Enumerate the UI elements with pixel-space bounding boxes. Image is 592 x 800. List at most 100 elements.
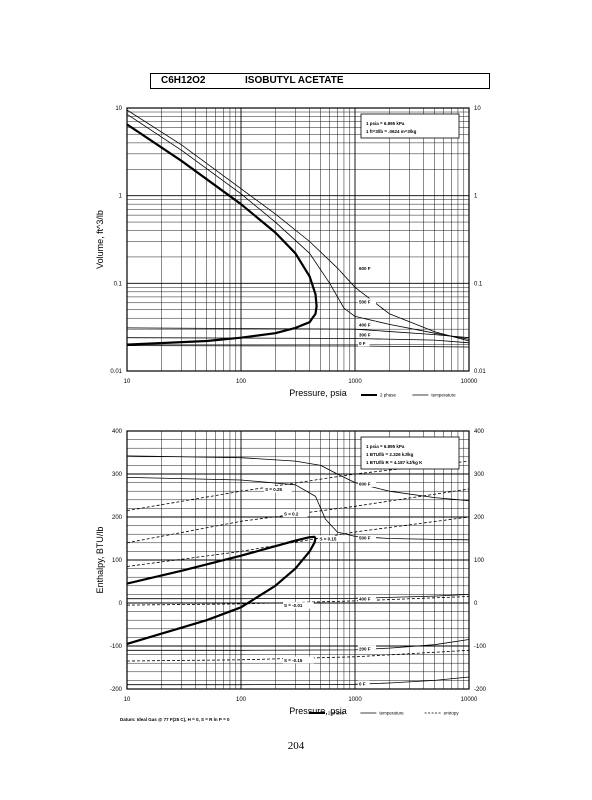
curve-label: 0 F: [359, 341, 366, 346]
series-400-f: [126, 327, 470, 339]
chart-2: 10 100 1000 10000 -200 -200 -100 -100 0 0 100 100 20…: [95, 429, 487, 716]
curve-label: S = -0.01: [284, 603, 303, 608]
y-tick-label: 200: [112, 515, 123, 521]
curve-label-bg: [358, 645, 376, 653]
conversion-text: 1 psia = 6.895 kPa: [366, 444, 405, 449]
curve-label-bg: [283, 510, 308, 518]
x-tick-label: 1000: [348, 697, 362, 703]
y-tick-label: -200: [110, 687, 123, 693]
series-0-f: [126, 345, 470, 348]
y-tick-label-right: 0.01: [474, 369, 486, 375]
x-tick-label: 10: [124, 379, 131, 385]
x-axis-label: Pressure, psia: [289, 388, 347, 398]
page-number: 204: [287, 740, 305, 752]
y-tick-label-right: 100: [474, 558, 485, 564]
grid: [127, 108, 469, 371]
curve-label: 600 F: [359, 266, 371, 271]
curve-label-bg: [358, 534, 376, 542]
x-tick-label: 100: [236, 697, 247, 703]
chemical-formula: C6H12O2: [161, 75, 206, 86]
y-tick-label: 300: [112, 472, 123, 478]
series-0-f: [127, 676, 470, 686]
compound-name: ISOBUTYL ACETATE: [245, 75, 344, 86]
series-200-f: [127, 639, 470, 651]
conversion-text: 1 BTU/lb R = 4.187 kJ/kg K: [366, 460, 423, 465]
curve-label: 200 F: [359, 647, 371, 652]
legend-label: 2 phase: [328, 711, 345, 716]
curve-label: 600 F: [359, 481, 371, 486]
y-tick-label: 0.1: [114, 281, 123, 287]
y-tick-label: 0.01: [110, 369, 122, 375]
curve-label-bg: [283, 602, 314, 609]
x-tick-label: 100: [236, 379, 247, 385]
series-s-0-15: [126, 516, 470, 567]
curve-label-bg: [358, 480, 376, 487]
x-tick-label: 1000: [348, 379, 362, 385]
curve-label-bg: [358, 595, 376, 603]
legend-label: 2 phase: [380, 393, 397, 398]
conversion-text: 1 psia = 6.895 kPa: [366, 121, 405, 126]
chart-1: 10 100 1000 10000 0.01 0.01 0.1 0.1 1 1 10 10 Pressu…: [95, 106, 486, 398]
curve-label: 400 F: [359, 322, 371, 327]
curve-label-bg: [358, 339, 370, 347]
curve-label-bg: [318, 535, 347, 542]
curve-label: 500 F: [359, 536, 371, 541]
curve-label-bg: [264, 486, 292, 493]
series-400-f: [127, 594, 470, 600]
curve-label: S = -0.15: [284, 658, 303, 663]
curve-label-bg: [358, 264, 376, 272]
conversion-box: [360, 436, 460, 470]
curve-label-bg: [283, 656, 314, 664]
curve-label: S = 0.25: [265, 487, 282, 492]
curve-label-bg: [358, 331, 376, 339]
legend-label: temperature: [379, 711, 404, 716]
series-2-phase: [126, 123, 318, 346]
y-tick-label: 10: [115, 106, 122, 112]
series-300-f: [126, 337, 470, 344]
conversion-box: [360, 113, 460, 139]
chart-title-box: C6H12O2 ISOBUTYL ACETATE: [150, 73, 490, 89]
conversion-text: 1 ft^3/lb = .0624 m^3/kg: [366, 129, 417, 134]
series-600-f: [126, 455, 470, 502]
curve-label-bg: [358, 298, 376, 306]
curve-label: 400 F: [359, 597, 371, 602]
y-tick-label-right: 300: [474, 472, 485, 478]
curve-label: S = 0.15: [319, 537, 336, 542]
series-600-f: [126, 109, 470, 342]
y-tick-label: 0: [119, 601, 123, 607]
legend-label: temperature: [431, 393, 456, 398]
y-tick-label-right: 400: [474, 429, 485, 435]
plot-frame: [126, 107, 470, 372]
series-500-f: [126, 477, 470, 541]
y-tick-label: 400: [112, 429, 123, 435]
y-axis-label: Enthalpy, BTU/lb: [95, 527, 105, 594]
curve-label: 500 F: [359, 300, 371, 305]
x-tick-label: 10000: [461, 379, 478, 385]
y-axis-label: Volume, ft^3/lb: [95, 210, 105, 269]
plot-frame: [126, 430, 470, 690]
y-tick-label-right: -200: [474, 687, 487, 693]
series-s-0-25: [126, 460, 470, 511]
legend-label: entropy: [444, 711, 460, 716]
conversion-text: 1 BTU/lb = 2.326 kJ/kg: [366, 452, 414, 457]
curve-label: S = 0.2: [284, 512, 299, 517]
y-tick-label-right: 1: [474, 194, 478, 200]
series-2-phase: [126, 535, 317, 645]
curve-label-bg: [358, 680, 370, 687]
y-tick-label-right: 10: [474, 106, 481, 112]
y-tick-label: 100: [112, 558, 123, 564]
x-tick-label: 10: [124, 697, 131, 703]
datum-note: Datum: Ideal Gas @ 77 F(25 C), H = 0, S …: [120, 717, 230, 722]
curve-label: 0 F: [359, 681, 366, 686]
y-tick-label-right: -100: [474, 644, 487, 650]
x-axis-label: Pressure, psia: [289, 706, 347, 716]
x-tick-label: 10000: [461, 697, 478, 703]
curve-label: 300 F: [359, 333, 371, 338]
series-500-f: [126, 113, 470, 340]
y-tick-label-right: 200: [474, 515, 485, 521]
y-tick-label: 1: [119, 194, 123, 200]
y-tick-label-right: 0.1: [474, 281, 483, 287]
y-tick-label: -100: [110, 644, 123, 650]
y-tick-label-right: 0: [474, 601, 478, 607]
